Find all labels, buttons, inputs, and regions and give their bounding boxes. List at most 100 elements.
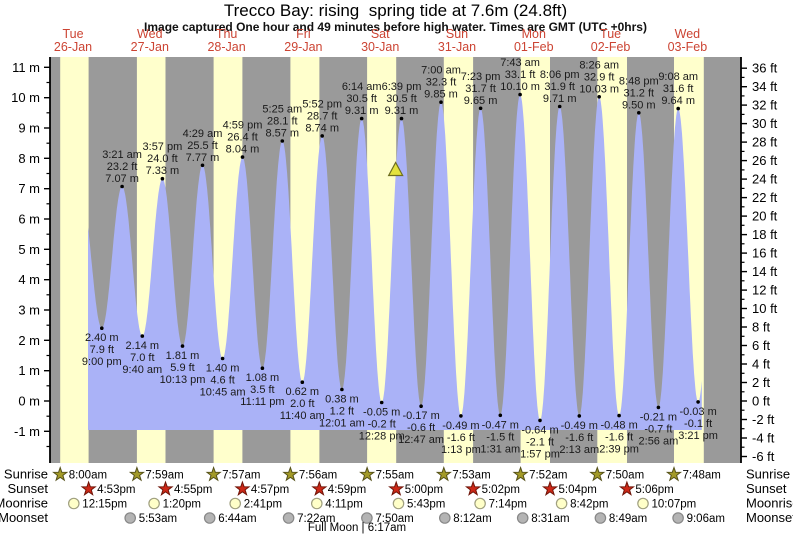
low-tide-annotation: -1.6 ft [605, 432, 633, 444]
low-tide-annotation: 7.9 ft [90, 344, 114, 356]
sunset-row-label-left: Sunset [8, 481, 49, 496]
sunset-time-label: 4:57pm [251, 484, 289, 496]
moonrise-time-label: 8:42pm [570, 499, 608, 511]
generated-chart-content: -1 m 0 m 1 m 2 m 3 m 4 m 5 m 6 m 7 m 8 m 9 m 10 m 11… [11, 27, 778, 525]
sunset-row-label-right: Sunset [746, 481, 787, 496]
low-tide-dot [140, 334, 145, 338]
high-tide-annotation: 31.9 ft [544, 81, 575, 93]
day-name-label: Fri [296, 27, 311, 41]
high-tide-annotation: 10.03 m [579, 83, 619, 95]
left-axis-label: 11 m [12, 60, 40, 75]
left-axis-label: 5 m [18, 242, 40, 257]
high-tide-annotation: 6:39 pm [382, 81, 422, 93]
low-tide-annotation: 12:01 am [319, 418, 365, 430]
low-tide-annotation: 2.14 m [125, 340, 159, 352]
low-tide-annotation: -0.49 m [442, 420, 479, 432]
high-tide-annotation: 9.50 m [622, 99, 656, 111]
sunrise-time-label: 7:56am [299, 470, 337, 482]
high-tide-annotation: 33.1 ft [505, 69, 536, 81]
high-tide-dot [200, 163, 205, 168]
sunset-time-label: 5:06pm [635, 484, 673, 496]
sunset-time-label: 4:53pm [97, 484, 135, 496]
high-tide-dot [557, 104, 562, 109]
low-tide-dot [419, 404, 423, 409]
day-date-label: 30-Jan [361, 40, 399, 54]
sunset-star-icon [388, 480, 405, 496]
low-tide-dot [100, 326, 104, 331]
low-tide-annotation: -2.1 ft [526, 436, 554, 448]
moonrise-moon-icon [637, 497, 649, 510]
right-axis-label: 0 ft [752, 394, 770, 409]
high-tide-annotation: 25.5 ft [187, 140, 218, 152]
left-axis: -1 m 0 m 1 m 2 m 3 m 4 m 5 m 6 m 7 m 8 m 9 m 10 m 11… [11, 57, 51, 463]
sunrise-time-label: 7:57am [222, 470, 260, 482]
right-axis-label: 2 ft [752, 375, 770, 390]
sunrise-row-label-left: Sunrise [4, 467, 48, 482]
sunset-star-icon [618, 480, 636, 496]
high-tide-annotation: 5:52 pm [302, 98, 342, 110]
low-tide-annotation: 11:11 pm [240, 396, 284, 408]
moonrise-moon-icon [229, 497, 241, 510]
moonset-moon-icon [516, 512, 529, 524]
high-tide-annotation: 9.71 m [543, 93, 577, 105]
high-tide-annotation: 9.31 m [385, 105, 419, 117]
low-tide-dot [696, 400, 700, 404]
daylight-band [60, 57, 89, 463]
right-axis-label: -6 ft [752, 449, 775, 464]
low-tide-annotation: 1:31 am [480, 443, 520, 455]
right-axis-label: 34 ft [752, 79, 778, 94]
low-tide-dot [220, 356, 225, 361]
moonset-time-label: 8:12am [453, 513, 491, 525]
low-tide-annotation: 12:47 am [398, 434, 444, 446]
sunrise-star-icon [512, 465, 529, 482]
sunset-time-label: 4:59pm [328, 484, 366, 496]
sunset-star-icon [157, 480, 174, 496]
high-tide-annotation: 8.74 m [305, 122, 339, 134]
left-axis-label: 7 m [18, 181, 40, 196]
chart-subtitle: Image captured One hour and 49 minutes b… [144, 20, 647, 34]
low-tide-annotation: 1.40 m [206, 363, 240, 375]
moonrise-time-label: 1:20pm [163, 499, 201, 511]
high-tide-dot [160, 176, 165, 181]
high-tide-annotation: 30.5 ft [346, 93, 377, 105]
moonset-moon-icon [124, 512, 136, 524]
low-tide-annotation: 1.08 m [246, 372, 280, 384]
high-tide-annotation: 3:57 pm [143, 141, 183, 153]
low-tide-dot [656, 405, 661, 410]
day-name-label: Thu [216, 27, 238, 41]
low-tide-annotation: 5.9 ft [170, 362, 194, 374]
high-tide-dot [597, 95, 601, 99]
left-axis-label: 9 m [18, 121, 40, 136]
high-tide-annotation: 9:08 am [658, 71, 698, 83]
high-tide-annotation: 9.65 m [464, 95, 498, 107]
moonset-moon-icon [282, 512, 295, 524]
high-tide-annotation: 31.6 ft [663, 83, 694, 95]
sunset-star-icon [311, 480, 328, 496]
day-name-label: Wed [137, 27, 163, 41]
sunrise-row-label-right: Sunrise [746, 467, 790, 482]
low-tide-annotation: -1.6 ft [447, 432, 475, 444]
right-axis-label: 36 ft [752, 61, 778, 76]
right-axis-label: 14 ft [752, 264, 778, 279]
low-tide-annotation: -0.03 m [679, 406, 716, 418]
high-tide-dot [439, 100, 443, 104]
low-tide-annotation: 10:13 pm [160, 374, 206, 386]
low-tide-annotation: -0.48 m [600, 420, 637, 432]
low-tide-dot [260, 366, 265, 371]
high-tide-annotation: 10.10 m [500, 81, 540, 93]
low-tide-annotation: 3.5 ft [250, 384, 274, 396]
moonset-time-label: 8:31am [531, 513, 569, 525]
high-tide-annotation: 7.77 m [186, 152, 220, 164]
low-tide-annotation: 2:56 am [639, 435, 679, 447]
left-axis-label: 6 m [18, 212, 40, 227]
low-tide-annotation: 0.38 m [325, 394, 359, 406]
high-tide-annotation: 31.2 ft [624, 87, 655, 99]
sunrise-star-icon [128, 465, 146, 482]
right-axis-label: 12 ft [752, 283, 778, 298]
low-tide-dot [617, 413, 621, 418]
sunset-time-label: 5:00pm [405, 484, 443, 496]
moonrise-time-label: 7:14pm [489, 499, 527, 511]
low-tide-dot [379, 400, 384, 405]
high-tide-annotation: 30.5 ft [386, 93, 417, 105]
